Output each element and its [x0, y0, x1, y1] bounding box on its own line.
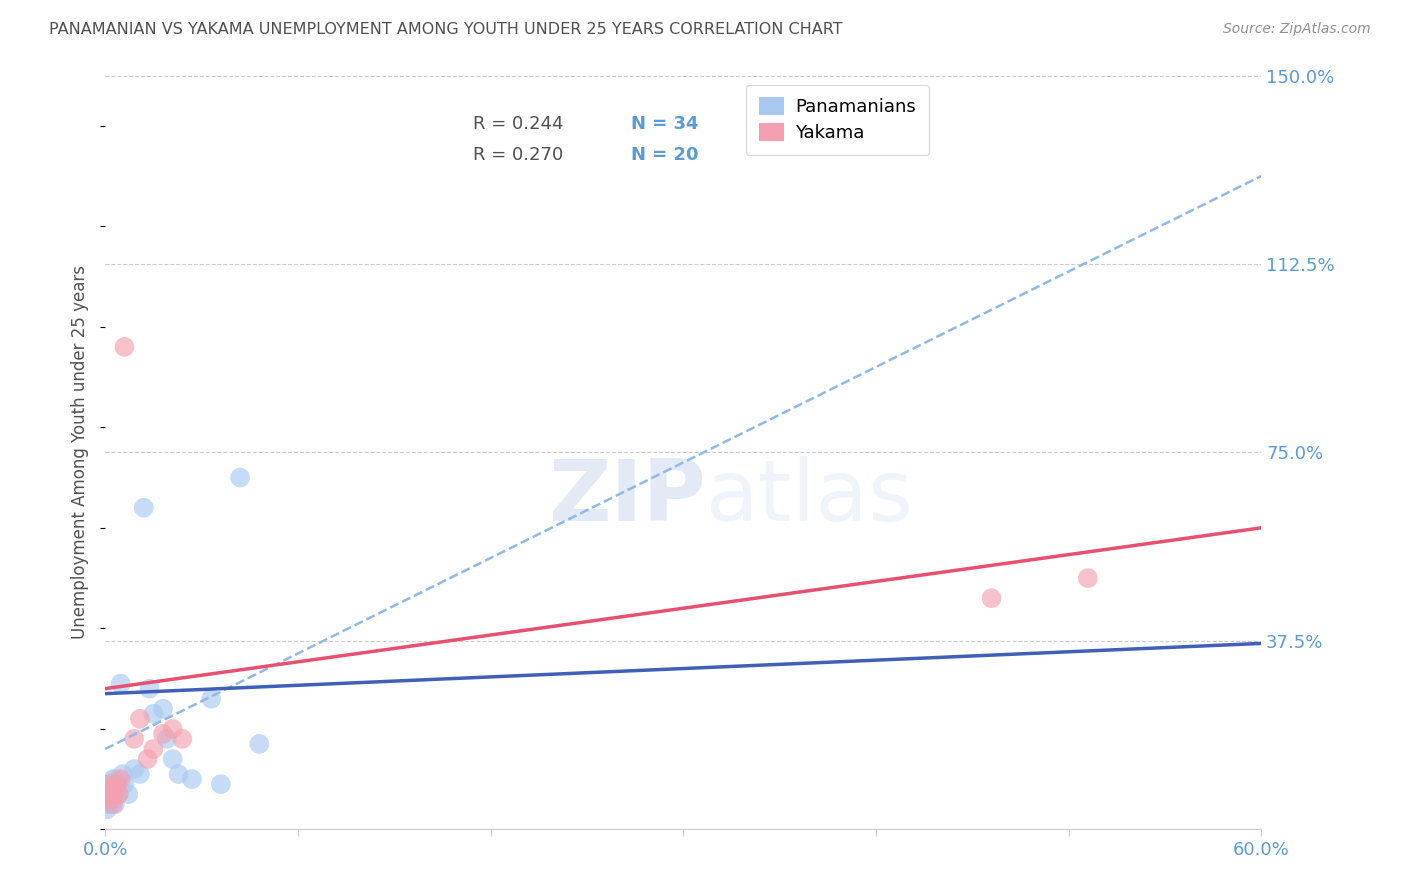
- Point: [162, 722, 184, 736]
- Point: [110, 772, 132, 786]
- Point: [100, 777, 122, 791]
- Point: [122, 762, 145, 776]
- Point: [142, 742, 165, 756]
- Text: R = 0.244: R = 0.244: [472, 115, 564, 133]
- Point: [104, 797, 127, 812]
- Point: [229, 470, 252, 484]
- Point: [100, 782, 122, 797]
- Text: atlas: atlas: [706, 456, 914, 539]
- Point: [96, 797, 118, 812]
- Text: N = 20: N = 20: [631, 145, 699, 163]
- Point: [128, 767, 150, 781]
- Text: N = 34: N = 34: [631, 115, 699, 133]
- Text: Source: ZipAtlas.com: Source: ZipAtlas.com: [1223, 22, 1371, 37]
- Point: [101, 787, 124, 801]
- Text: ZIP: ZIP: [548, 456, 706, 539]
- Point: [172, 731, 194, 746]
- Point: [247, 737, 270, 751]
- Point: [138, 681, 160, 696]
- Point: [104, 782, 127, 797]
- Point: [101, 782, 124, 797]
- Point: [114, 777, 136, 791]
- Point: [1077, 571, 1099, 585]
- Point: [132, 500, 155, 515]
- Point: [152, 727, 174, 741]
- Point: [980, 591, 1002, 606]
- Point: [96, 802, 118, 816]
- Point: [107, 787, 129, 801]
- Point: [136, 752, 159, 766]
- Point: [111, 767, 134, 781]
- Point: [105, 777, 128, 791]
- Point: [98, 777, 121, 791]
- Point: [209, 777, 232, 791]
- Point: [180, 772, 202, 786]
- Text: R = 0.270: R = 0.270: [472, 145, 562, 163]
- Point: [100, 787, 122, 801]
- Point: [142, 706, 165, 721]
- Point: [110, 676, 132, 690]
- Point: [162, 752, 184, 766]
- Point: [107, 787, 129, 801]
- Point: [128, 712, 150, 726]
- Point: [101, 772, 124, 786]
- Point: [101, 797, 124, 812]
- Point: [98, 792, 121, 806]
- Point: [117, 787, 139, 801]
- Point: [96, 792, 118, 806]
- Point: [105, 782, 128, 797]
- Point: [98, 797, 121, 812]
- Y-axis label: Unemployment Among Youth under 25 years: Unemployment Among Youth under 25 years: [72, 266, 89, 640]
- Point: [122, 731, 145, 746]
- Point: [98, 782, 121, 797]
- Point: [200, 691, 222, 706]
- Point: [98, 792, 121, 806]
- Point: [104, 777, 127, 791]
- Text: PANAMANIAN VS YAKAMA UNEMPLOYMENT AMONG YOUTH UNDER 25 YEARS CORRELATION CHART: PANAMANIAN VS YAKAMA UNEMPLOYMENT AMONG …: [49, 22, 842, 37]
- Point: [167, 767, 190, 781]
- Point: [152, 702, 174, 716]
- Point: [105, 772, 128, 786]
- Point: [114, 340, 136, 354]
- Legend: Panamanians, Yakama: Panamanians, Yakama: [747, 85, 928, 154]
- Point: [156, 731, 179, 746]
- Point: [104, 787, 127, 801]
- Point: [96, 787, 118, 801]
